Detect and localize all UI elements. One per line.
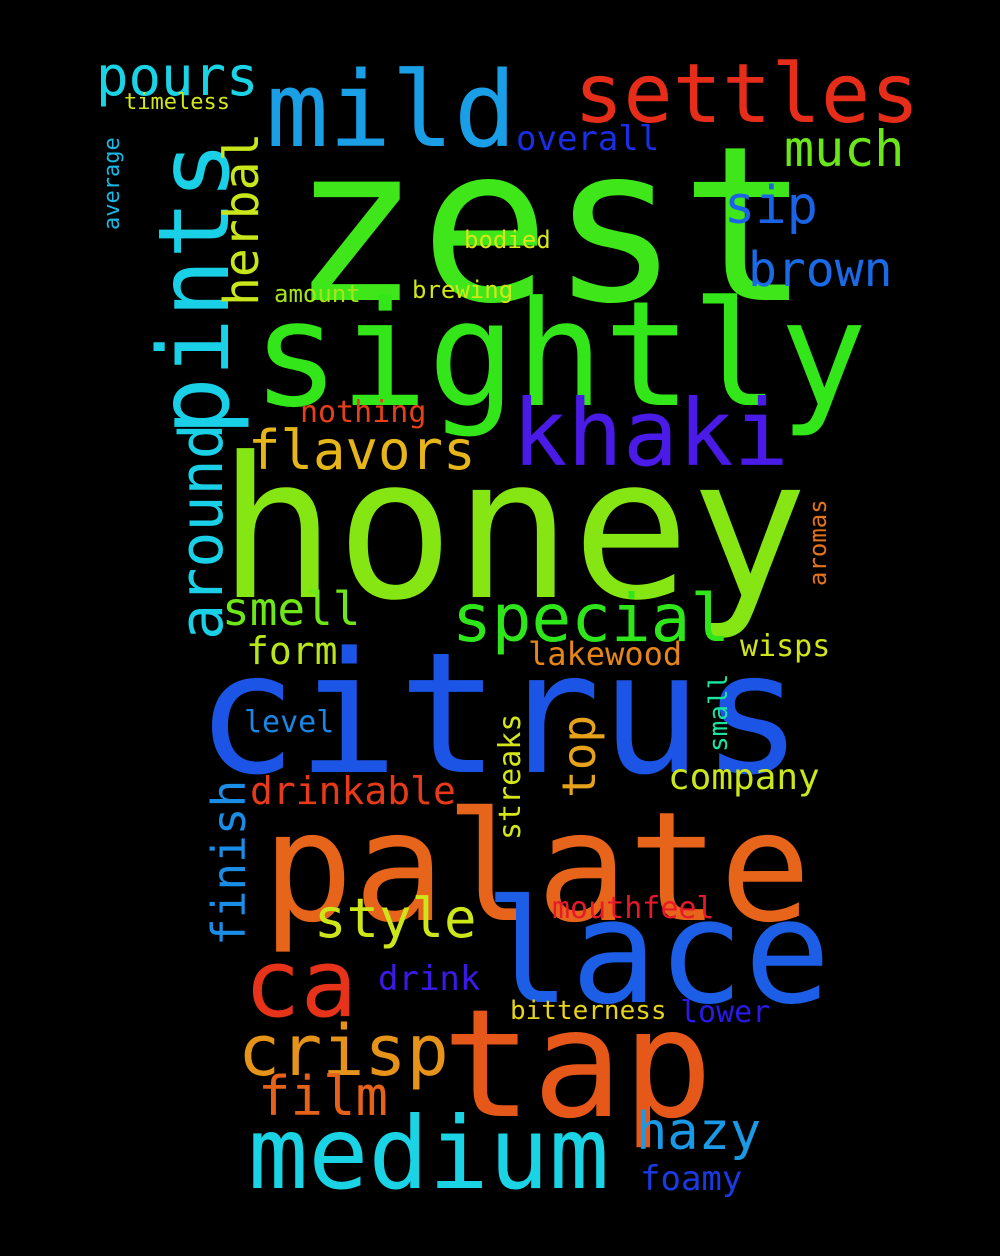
word-sip: sip [724, 176, 818, 236]
word-streaks: streaks [493, 713, 528, 840]
word-much: much [784, 120, 905, 178]
word-ca: ca [244, 930, 358, 1039]
word-nothing: nothing [300, 395, 427, 430]
word-top: top [552, 714, 606, 798]
word-flavors: flavors [248, 419, 476, 482]
word-foamy: foamy [640, 1159, 743, 1199]
word-crisp: crisp [238, 1010, 449, 1092]
word-small: small [704, 673, 734, 752]
word-film: film [258, 1065, 389, 1128]
word-settles: settles [574, 47, 920, 142]
word-company: company [668, 757, 820, 798]
word-wisps: wisps [740, 629, 831, 664]
word-palate: palate [262, 779, 812, 956]
word-bitterness: bitterness [510, 996, 667, 1026]
word-smell: smell [222, 582, 361, 636]
word-finish: finish [202, 779, 256, 946]
word-drink: drink [378, 959, 481, 999]
word-bodied: bodied [464, 226, 551, 254]
word-brown: brown [748, 242, 893, 298]
word-pours: pours [96, 45, 259, 108]
word-zest: zest [290, 100, 811, 351]
word-timeless: timeless [124, 90, 230, 115]
word-mouthfeel: mouthfeel [552, 891, 715, 926]
word-drinkable: drinkable [250, 769, 456, 813]
word-medium: medium [248, 1095, 610, 1212]
word-hazy: hazy [636, 1102, 762, 1162]
word-herbal: herbal [214, 132, 270, 306]
word-form: form [246, 629, 338, 673]
word-lower: lower [680, 995, 771, 1030]
word-citrus: citrus [196, 616, 803, 812]
word-average: average [100, 137, 125, 230]
word-level: level [244, 705, 335, 740]
word-honey: honey [218, 416, 809, 644]
word-khaki: khaki [512, 380, 789, 487]
word-overall: overall [516, 119, 660, 159]
word-sightly: sightly [252, 270, 868, 440]
word-lace: lace [484, 868, 831, 1036]
word-amount: amount [274, 280, 361, 308]
word-lakewood: lakewood [528, 635, 683, 673]
word-mild: mild [266, 49, 517, 171]
word-style: style [314, 887, 477, 950]
word-aromas: aromas [804, 499, 832, 586]
word-tap: tap [442, 978, 713, 1152]
word-special: special [452, 580, 731, 657]
word-brewing: brewing [412, 276, 514, 304]
